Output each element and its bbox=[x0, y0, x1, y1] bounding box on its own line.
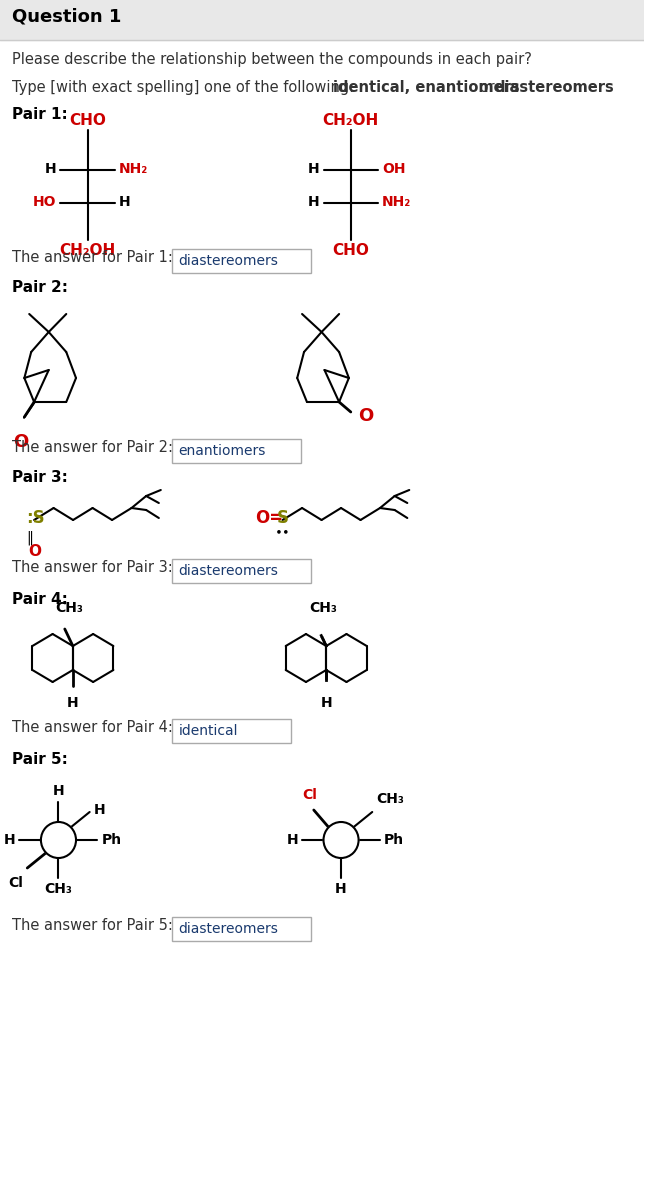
Bar bbox=[0, 0, 644, 40]
Text: The answer for Pair 2:: The answer for Pair 2: bbox=[12, 440, 173, 455]
Text: H: H bbox=[335, 882, 347, 896]
Text: H: H bbox=[45, 162, 57, 176]
Text: Pair 5:: Pair 5: bbox=[12, 752, 67, 767]
Text: H: H bbox=[321, 696, 332, 710]
Text: H: H bbox=[308, 162, 320, 176]
Text: diastereomers: diastereomers bbox=[494, 80, 614, 95]
Text: O: O bbox=[13, 433, 28, 451]
Text: CH₂OH: CH₂OH bbox=[59, 242, 116, 258]
Text: The answer for Pair 1:: The answer for Pair 1: bbox=[12, 250, 173, 265]
Text: H: H bbox=[308, 194, 320, 209]
Text: NH₂: NH₂ bbox=[382, 194, 411, 209]
Text: Ph: Ph bbox=[384, 833, 404, 847]
Circle shape bbox=[323, 822, 358, 858]
Text: CH₃: CH₃ bbox=[309, 601, 337, 614]
Text: H: H bbox=[4, 833, 16, 847]
FancyBboxPatch shape bbox=[173, 559, 311, 583]
Text: O: O bbox=[358, 407, 374, 425]
Text: NH₂: NH₂ bbox=[119, 162, 148, 176]
Text: OH: OH bbox=[382, 162, 405, 176]
Text: or: or bbox=[475, 80, 499, 95]
Circle shape bbox=[41, 822, 76, 858]
Text: H: H bbox=[119, 194, 130, 209]
Text: Pair 2:: Pair 2: bbox=[12, 280, 67, 295]
Text: CH₃: CH₃ bbox=[376, 792, 404, 806]
Text: Cl: Cl bbox=[9, 876, 23, 890]
Text: enantiomers: enantiomers bbox=[178, 444, 266, 458]
Text: O: O bbox=[28, 545, 41, 559]
Text: Please describe the relationship between the compounds in each pair?: Please describe the relationship between… bbox=[12, 52, 531, 67]
Text: ∙∙: ∙∙ bbox=[275, 526, 290, 539]
Text: identical, enantiomers: identical, enantiomers bbox=[333, 80, 520, 95]
Text: The answer for Pair 5:: The answer for Pair 5: bbox=[12, 918, 173, 934]
Text: Cl: Cl bbox=[303, 788, 317, 802]
Text: Question 1: Question 1 bbox=[12, 7, 121, 25]
FancyBboxPatch shape bbox=[173, 719, 292, 743]
Text: diastereomers: diastereomers bbox=[178, 564, 278, 578]
Text: CHO: CHO bbox=[69, 113, 106, 128]
Text: Pair 3:: Pair 3: bbox=[12, 470, 67, 485]
Text: Ph: Ph bbox=[101, 833, 122, 847]
Text: H: H bbox=[287, 833, 298, 847]
Text: CH₃: CH₃ bbox=[44, 882, 73, 896]
Text: CH₃: CH₃ bbox=[56, 601, 83, 614]
Text: O=: O= bbox=[255, 509, 284, 527]
Text: H: H bbox=[53, 784, 64, 798]
Text: CHO: CHO bbox=[332, 242, 369, 258]
Text: Pair 4:: Pair 4: bbox=[12, 592, 67, 607]
Text: :S: :S bbox=[26, 509, 45, 527]
Text: Pair 1:: Pair 1: bbox=[12, 107, 67, 122]
Text: Type [with exact spelling] one of the following:: Type [with exact spelling] one of the fo… bbox=[12, 80, 358, 95]
Text: S: S bbox=[277, 509, 289, 527]
Text: diastereomers: diastereomers bbox=[178, 922, 278, 936]
FancyBboxPatch shape bbox=[173, 439, 301, 463]
Text: identical: identical bbox=[178, 724, 238, 738]
FancyBboxPatch shape bbox=[173, 917, 311, 941]
Text: H: H bbox=[67, 696, 79, 710]
Text: CH₂OH: CH₂OH bbox=[323, 113, 379, 128]
Text: The answer for Pair 3:: The answer for Pair 3: bbox=[12, 560, 173, 575]
Text: ‖: ‖ bbox=[26, 530, 33, 545]
Text: diastereomers: diastereomers bbox=[178, 254, 278, 268]
FancyBboxPatch shape bbox=[173, 248, 311, 272]
Text: H: H bbox=[94, 803, 105, 817]
Text: The answer for Pair 4:: The answer for Pair 4: bbox=[12, 720, 173, 734]
Text: HO: HO bbox=[33, 194, 57, 209]
